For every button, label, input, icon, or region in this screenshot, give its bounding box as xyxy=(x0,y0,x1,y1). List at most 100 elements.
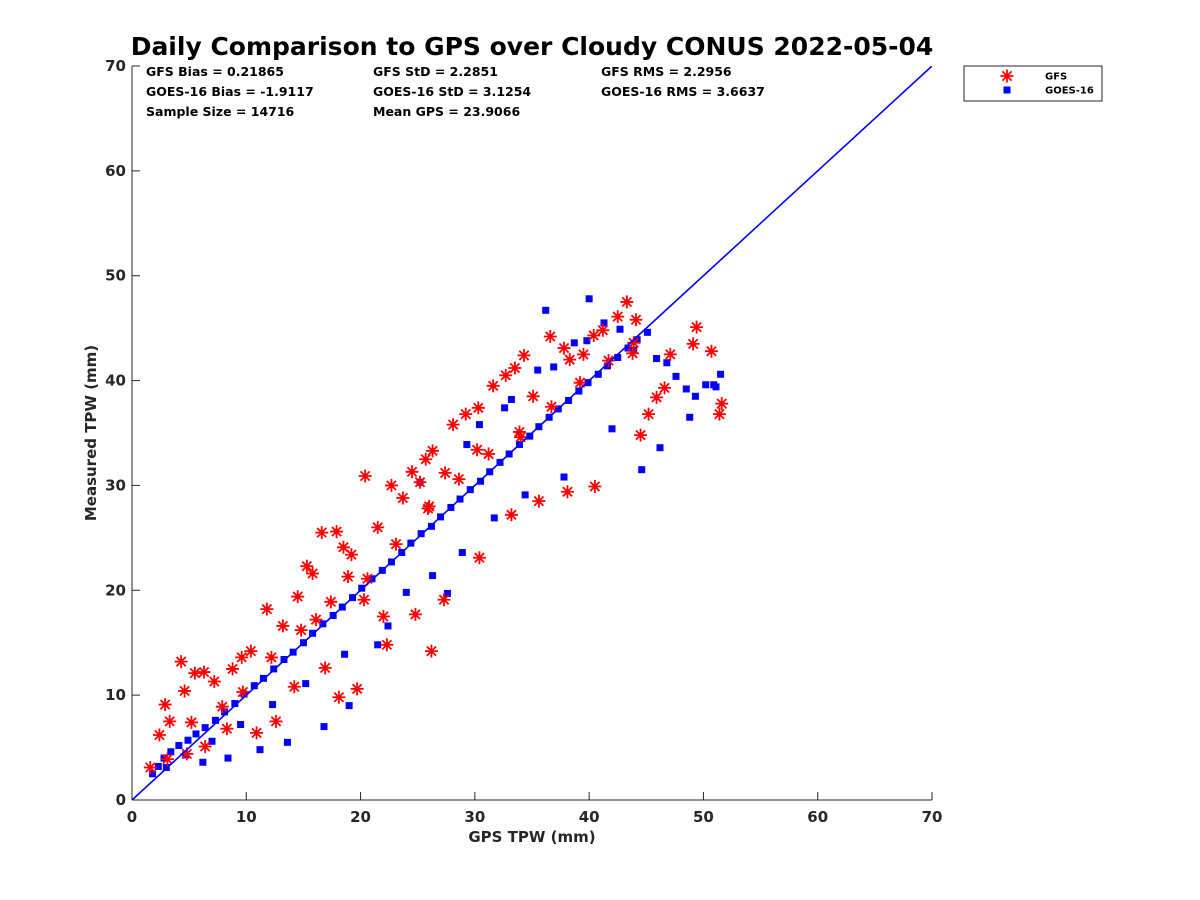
data-point xyxy=(330,525,344,539)
data-point xyxy=(424,644,438,658)
data-point xyxy=(620,295,634,309)
data-point xyxy=(544,400,558,414)
data-point xyxy=(587,328,601,342)
data-point xyxy=(405,465,419,479)
data-point xyxy=(573,376,587,390)
data-point xyxy=(396,491,410,505)
data-point xyxy=(237,721,245,729)
data-point xyxy=(426,444,440,458)
y-tick-label: 30 xyxy=(105,476,126,494)
data-point xyxy=(324,595,338,609)
data-point xyxy=(192,730,200,738)
data-point xyxy=(384,622,392,630)
data-point xyxy=(653,355,661,363)
data-point xyxy=(294,623,308,637)
data-point xyxy=(350,682,364,696)
data-point xyxy=(341,650,349,658)
data-point xyxy=(256,746,264,754)
stat-text: GFS RMS = 2.2956 xyxy=(601,64,732,79)
data-point xyxy=(512,425,526,439)
axes: 0 10 20 30 40 50 60 70 0 10 20 30 40 50 60 70 xyxy=(105,57,942,826)
data-point xyxy=(499,368,513,382)
data-point xyxy=(419,452,433,466)
data-point xyxy=(650,390,664,404)
data-point xyxy=(160,754,168,762)
data-point xyxy=(588,479,602,493)
data-point xyxy=(358,469,372,483)
data-point xyxy=(167,748,175,756)
data-point xyxy=(482,447,496,461)
data-point xyxy=(550,363,558,371)
data-point xyxy=(576,347,590,361)
data-point xyxy=(658,381,672,395)
data-point xyxy=(422,499,436,513)
data-point xyxy=(560,473,568,481)
data-point xyxy=(207,675,221,689)
data-point xyxy=(357,593,371,607)
x-tick-label: 40 xyxy=(579,808,600,826)
data-point xyxy=(198,740,212,754)
data-point xyxy=(260,602,274,616)
reference-line xyxy=(132,66,932,800)
data-point xyxy=(180,747,194,761)
data-point xyxy=(627,336,641,350)
data-point xyxy=(710,381,718,389)
data-point xyxy=(371,520,385,534)
data-point xyxy=(300,559,314,573)
data-point xyxy=(504,508,518,522)
data-point xyxy=(154,762,162,770)
data-point xyxy=(458,549,466,557)
data-point xyxy=(315,526,329,540)
stat-text: Mean GPS = 23.9066 xyxy=(373,104,520,119)
data-point xyxy=(437,593,451,607)
stat-text: GOES-16 Bias = -1.9117 xyxy=(146,84,314,99)
data-point xyxy=(224,754,232,762)
data-point xyxy=(563,353,577,367)
data-point xyxy=(360,572,374,586)
data-point xyxy=(345,702,353,710)
stat-text: Sample Size = 14716 xyxy=(146,104,295,119)
data-point xyxy=(264,650,278,664)
y-tick-label: 60 xyxy=(105,162,126,180)
data-point xyxy=(374,641,382,649)
data-point xyxy=(336,540,350,554)
data-point xyxy=(526,389,540,403)
data-point xyxy=(608,425,616,433)
data-point xyxy=(532,494,546,508)
data-point xyxy=(570,339,578,347)
legend-label: GFS xyxy=(1045,72,1067,83)
data-point xyxy=(438,466,452,480)
data-point xyxy=(691,392,699,400)
data-point xyxy=(231,700,239,708)
stat-text: GFS StD = 2.2851 xyxy=(373,64,498,79)
data-point xyxy=(201,724,209,732)
data-point xyxy=(269,714,283,728)
legend-label: GOES-16 xyxy=(1045,86,1094,97)
x-tick-label: 20 xyxy=(350,808,371,826)
data-point xyxy=(446,418,460,432)
data-point xyxy=(208,737,216,745)
data-point xyxy=(220,722,234,736)
data-point xyxy=(672,372,680,380)
data-point xyxy=(1003,86,1011,94)
data-point xyxy=(486,379,500,393)
x-tick-label: 0 xyxy=(127,808,137,826)
data-point xyxy=(160,752,174,766)
stats-block: GFS Bias = 0.21865 GFS StD = 2.2851 GFS RM… xyxy=(146,64,765,119)
data-point xyxy=(634,428,648,442)
data-point xyxy=(663,359,671,367)
plot-marks xyxy=(132,66,932,800)
data-point xyxy=(320,723,328,731)
data-point xyxy=(408,607,422,621)
data-point xyxy=(642,407,656,421)
data-point xyxy=(583,337,591,345)
data-point xyxy=(542,306,550,314)
data-point xyxy=(452,472,466,486)
data-point xyxy=(624,344,632,352)
data-point xyxy=(184,715,198,729)
data-point xyxy=(626,346,640,360)
data-point xyxy=(389,537,403,551)
x-axis-label: GPS TPW (mm) xyxy=(468,828,595,846)
data-point xyxy=(283,738,291,746)
data-point xyxy=(413,475,427,489)
